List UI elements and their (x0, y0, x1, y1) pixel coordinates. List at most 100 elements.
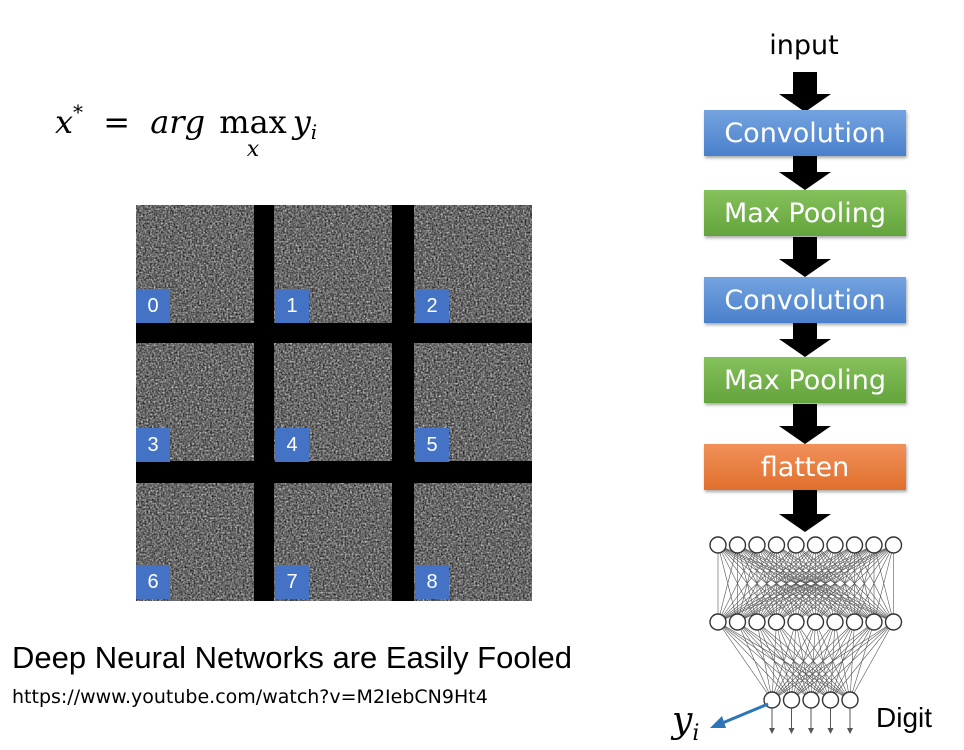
layer-block-pool-3: Max Pooling (704, 357, 906, 403)
neuron-node (841, 691, 859, 709)
output-arrow-head (847, 728, 853, 734)
output-pointer-head (710, 716, 726, 728)
connection-line (854, 544, 894, 623)
connection-line (815, 544, 894, 623)
formula-equals: = (103, 103, 131, 141)
output-arrow-head (788, 728, 795, 734)
formula-lhs: x (55, 103, 74, 141)
noise-image-grid: 0 1 2 3 4 5 6 7 8 (136, 205, 532, 601)
neuron-node (728, 613, 747, 631)
neuron-node (709, 536, 727, 554)
flow-arrow-2 (779, 237, 831, 277)
neuron-node (748, 536, 766, 554)
neuron-node (806, 536, 825, 554)
digit-label-8: 8 (415, 565, 449, 599)
connection-line (771, 621, 836, 701)
connection-line (717, 544, 797, 623)
connection-line (834, 544, 894, 623)
connection-line (717, 544, 855, 623)
connection-line (717, 544, 738, 623)
neuron-node (826, 613, 844, 631)
neuron-node (865, 613, 883, 631)
output-symbol-sub: i (692, 721, 700, 746)
formula-max: max x (219, 103, 287, 162)
formula-lhs-sup: * (73, 100, 84, 124)
digit-label-4: 4 (275, 428, 309, 462)
flow-arrow-3 (779, 320, 831, 357)
connection-line (756, 544, 894, 623)
connection-line (771, 621, 816, 701)
argmax-formula: x* = arg max x yi (55, 100, 318, 162)
output-symbol-y: y (672, 700, 693, 741)
neuron-node (826, 536, 844, 554)
flow-arrow-4 (779, 404, 831, 444)
connection-line (737, 621, 773, 701)
flow-arrow-1 (779, 154, 831, 190)
connection-line (771, 621, 797, 701)
caption-title: Deep Neural Networks are Easily Fooled (12, 640, 572, 675)
connection-line (795, 544, 894, 623)
output-symbol: yi (672, 700, 699, 746)
output-pointer-line (719, 702, 769, 726)
neuron-node (748, 613, 766, 631)
neuron-node (845, 613, 864, 631)
neuron-node (767, 613, 786, 631)
connection-line (717, 544, 777, 623)
connection-line (717, 621, 773, 701)
output-label: Digit (876, 702, 933, 733)
neuron-node (782, 691, 801, 709)
formula-target-sub: i (310, 120, 318, 144)
neuron-node (865, 536, 883, 554)
connection-line (737, 544, 894, 623)
digit-label-2: 2 (415, 289, 449, 323)
digit-label-1: 1 (275, 289, 309, 323)
flow-input-label: input (769, 30, 839, 61)
connection-line (771, 621, 777, 701)
neuron-node (709, 613, 727, 631)
connection-line (810, 621, 894, 701)
connection-line (771, 621, 894, 701)
layer-block-conv-2: Convolution (704, 277, 906, 323)
output-arrow-head (769, 728, 775, 734)
neuron-node (821, 691, 840, 709)
connection-line (771, 621, 875, 701)
connection-line (717, 544, 816, 623)
connection-line (771, 621, 855, 701)
neuron-node (787, 613, 805, 631)
connection-line (756, 621, 773, 701)
connection-line (849, 621, 894, 701)
neuron-node (884, 613, 903, 631)
connection-line (717, 544, 758, 623)
neuron-node (728, 536, 747, 554)
digit-label-0: 0 (136, 289, 170, 323)
connection-line (776, 544, 894, 623)
neuron-node (845, 536, 864, 554)
connection-line (717, 544, 836, 623)
neuron-node (884, 536, 903, 554)
layer-block-conv-0: Convolution (704, 110, 906, 156)
digit-label-3: 3 (136, 428, 170, 462)
digit-label-6: 6 (136, 565, 170, 599)
digit-label-7: 7 (275, 565, 309, 599)
connection-line (791, 621, 894, 701)
source-url-link[interactable]: https://www.youtube.com/watch?v=M2IebCN9… (12, 686, 488, 708)
layer-block-flat-4: flatten (704, 444, 906, 490)
layer-block-pool-1: Max Pooling (704, 190, 906, 236)
connection-line (717, 544, 894, 623)
connection-line (717, 544, 875, 623)
connection-line (873, 544, 894, 623)
neuron-node (787, 536, 805, 554)
formula-max-text: max (219, 103, 287, 141)
output-arrow-head (827, 728, 834, 734)
output-arrow-head (808, 728, 814, 734)
flow-arrow-0 (779, 72, 831, 112)
formula-target: y (292, 103, 311, 141)
digit-label-5: 5 (415, 428, 449, 462)
connection-line (830, 621, 894, 701)
flow-arrow-5 (779, 490, 831, 532)
neuron-node (802, 691, 820, 709)
formula-max-under: x (246, 137, 260, 162)
formula-func: arg (150, 103, 206, 141)
neuron-node (806, 613, 825, 631)
